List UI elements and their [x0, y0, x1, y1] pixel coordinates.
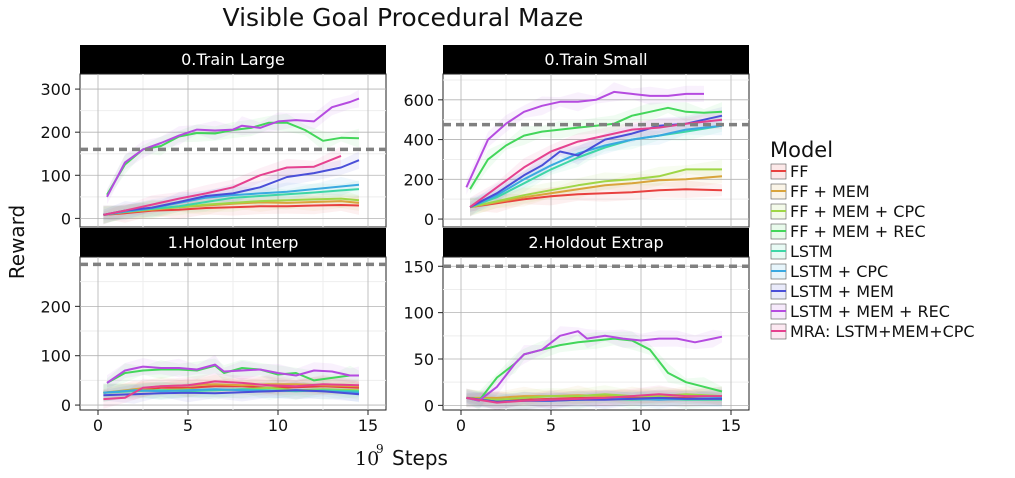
- band-lstm-mem-rec: [107, 355, 359, 391]
- legend-item: MRA: LSTM+MEM+CPC: [770, 322, 975, 341]
- series-line-mra-lstm-mem-cpc: [469, 118, 723, 208]
- y-tick-label: 50: [414, 350, 434, 369]
- legend-item: FF: [770, 162, 808, 181]
- band-ff: [103, 377, 360, 400]
- series-line-mra-lstm-mem-cpc: [103, 380, 360, 401]
- band-lstm-mem-rec: [107, 89, 359, 205]
- y-tick-label: 300: [40, 80, 71, 99]
- panel-title: 0.Train Small: [544, 50, 647, 69]
- x-tick-label: 5: [546, 416, 556, 435]
- legend-item: LSTM + CPC: [770, 262, 888, 281]
- legend-label: FF + MEM + CPC: [790, 202, 925, 221]
- y-tick-label: 0: [61, 209, 71, 228]
- series-line-lstm-mem-rec: [106, 363, 359, 384]
- band-ff-mem-rec: [107, 358, 359, 390]
- legend-item: LSTM + MEM: [770, 282, 894, 301]
- y-tick-label: 100: [40, 347, 71, 366]
- band-lstm-cpc: [470, 116, 722, 217]
- panel-title: 1.Holdout Interp: [168, 233, 299, 252]
- x-tick-label: 10: [631, 416, 651, 435]
- series-line-lstm-mem-rec: [106, 97, 360, 198]
- legend-title: Model: [770, 138, 833, 162]
- y-tick-label: 150: [403, 257, 434, 276]
- y-tick-label: 200: [40, 297, 71, 316]
- x-axis-label-text: Steps: [392, 446, 448, 470]
- y-tick-label: 100: [40, 166, 71, 185]
- panel-title: 2.Holdout Extrap: [528, 233, 663, 252]
- panel-3: 1.Holdout Interp 0 5 10 15 0 100 200: [40, 228, 387, 435]
- y-tick-label: 200: [403, 170, 434, 189]
- legend-item: FF + MEM + CPC: [770, 202, 925, 221]
- x-tick-label: 15: [721, 416, 741, 435]
- band-lstm-mem: [103, 151, 360, 221]
- band-ff-mem-cpc: [470, 159, 722, 217]
- series-line-lstm-mem-rec: [466, 330, 723, 402]
- legend-item: FF + MEM: [770, 182, 870, 201]
- x-tick-label: 10: [268, 416, 288, 435]
- chart-title: Visible Goal Procedural Maze: [223, 3, 584, 32]
- series-line-mra-lstm-mem-cpc: [466, 393, 722, 404]
- band-mra-lstm-mem-cpc: [103, 373, 360, 409]
- legend-label: LSTM: [790, 242, 833, 261]
- x-axis-label-exponent: 9: [376, 442, 384, 456]
- legend-label: FF + MEM + REC: [790, 222, 926, 241]
- x-tick-label: 0: [456, 416, 466, 435]
- panel-strip: [443, 45, 749, 74]
- panel-strip: [80, 45, 386, 74]
- legend-label: FF + MEM: [790, 182, 870, 201]
- x-axis-label-base: 10: [355, 448, 379, 470]
- band-ff: [470, 180, 722, 213]
- data-layer: [103, 89, 360, 225]
- y-tick-label: 0: [424, 210, 434, 229]
- legend-item: LSTM: [770, 242, 833, 261]
- series-line-ff: [103, 385, 360, 394]
- panel-strip: [443, 228, 749, 257]
- band-lstm-mem-rec: [466, 326, 722, 409]
- x-tick-label: 0: [93, 416, 103, 435]
- band-ff-mem: [103, 374, 360, 402]
- band-lstm-cpc: [103, 176, 360, 225]
- series-line-lstm-mem-rec: [465, 90, 704, 188]
- band-ff-mem-rec: [470, 102, 722, 194]
- series-line-lstm-cpc: [469, 124, 723, 209]
- x-tick-label: 5: [183, 416, 193, 435]
- legend-label: FF: [790, 162, 808, 181]
- panel-2: 0.Train Small 0 200 400 600: [403, 45, 750, 229]
- legend-label: MRA: LSTM+MEM+CPC: [790, 322, 975, 341]
- x-axis-label: 10 9 Steps: [355, 442, 448, 470]
- series-line-mra-lstm-mem-cpc: [103, 154, 342, 216]
- y-tick-label: 400: [403, 131, 434, 150]
- y-tick-label: 0: [424, 396, 434, 415]
- series-line-ff-mem-rec: [466, 337, 723, 402]
- y-tick-label: 600: [403, 91, 434, 110]
- y-tick-label: 100: [403, 304, 434, 323]
- band-ff-mem-rec: [466, 331, 722, 410]
- band-ff-mem-rec: [107, 113, 359, 199]
- legend-label: LSTM + CPC: [790, 262, 888, 281]
- legend-item: LSTM + MEM + REC: [770, 302, 950, 321]
- series-line-lstm-mem: [103, 389, 360, 397]
- y-axis-label: Reward: [5, 205, 29, 279]
- legend-label: LSTM + MEM + REC: [790, 302, 950, 321]
- data-layer: [103, 355, 360, 409]
- data-layer: [466, 326, 723, 410]
- series-line-ff: [469, 188, 723, 209]
- y-tick-label: 200: [40, 123, 71, 142]
- panel-strip: [80, 228, 386, 257]
- series-line-ff-mem-rec: [469, 106, 723, 190]
- series-line-ff-mem-cpc: [469, 168, 722, 209]
- legend-item: FF + MEM + REC: [770, 222, 926, 241]
- data-layer: [465, 82, 723, 217]
- series-line-lstm-mem: [103, 159, 360, 216]
- y-tick-label: 0: [61, 396, 71, 415]
- panel-1: 0.Train Large 0 100 200 300: [40, 45, 387, 228]
- x-tick-label: 15: [358, 416, 378, 435]
- series-line-ff-mem: [469, 175, 723, 209]
- panel-title: 0.Train Large: [181, 50, 285, 69]
- legend-label: LSTM + MEM: [790, 282, 894, 301]
